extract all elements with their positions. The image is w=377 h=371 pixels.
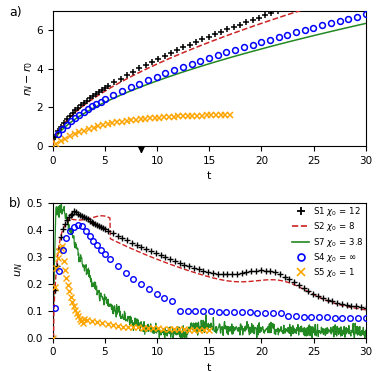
X-axis label: t: t <box>207 171 211 181</box>
Text: a): a) <box>9 6 21 19</box>
Text: b): b) <box>9 197 22 210</box>
X-axis label: t: t <box>207 363 211 371</box>
Y-axis label: $r_N - r_0$: $r_N - r_0$ <box>22 61 35 96</box>
Y-axis label: $u_N$: $u_N$ <box>13 263 25 278</box>
Legend: S1 $\chi_0$ = 12, S2 $\chi_0$ = 8, S7 $\chi_0$ = 3.8, S4 $\chi_0$ = $\infty$, S5: S1 $\chi_0$ = 12, S2 $\chi_0$ = 8, S7 $\… <box>291 204 364 280</box>
